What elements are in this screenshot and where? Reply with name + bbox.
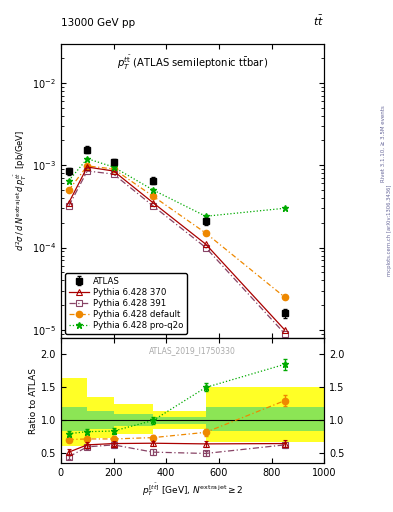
Text: 13000 GeV pp: 13000 GeV pp <box>61 18 135 28</box>
Bar <box>153 417 206 423</box>
X-axis label: $p_T^{[t\bar{t}]}$ [GeV], $N^{\rm extra\,jet} \geq 2$: $p_T^{[t\bar{t}]}$ [GeV], $N^{\rm extra\… <box>142 481 243 498</box>
Bar <box>206 407 324 432</box>
Bar <box>206 388 324 442</box>
Text: ATLAS_2019_I1750330: ATLAS_2019_I1750330 <box>149 346 236 355</box>
Bar <box>87 411 114 429</box>
Bar <box>114 414 153 426</box>
Legend: ATLAS, Pythia 6.428 370, Pythia 6.428 391, Pythia 6.428 default, Pythia 6.428 pr: ATLAS, Pythia 6.428 370, Pythia 6.428 39… <box>65 273 187 334</box>
Bar <box>153 411 206 429</box>
Bar <box>87 397 114 438</box>
Bar <box>61 407 87 432</box>
Text: $t\bar{t}$: $t\bar{t}$ <box>313 14 324 28</box>
Text: Rivet 3.1.10, ≥ 3.5M events: Rivet 3.1.10, ≥ 3.5M events <box>381 105 386 182</box>
Bar <box>61 377 87 446</box>
Bar <box>114 404 153 434</box>
Y-axis label: Ratio to ATLAS: Ratio to ATLAS <box>29 368 38 434</box>
Text: mcplots.cern.ch [arXiv:1306.3436]: mcplots.cern.ch [arXiv:1306.3436] <box>387 185 391 276</box>
Y-axis label: $d^2\sigma\,/\,d\,N^{\rm extra\,jet}\,d\,p_T^{t\bar{t}}$  [pb/GeV]: $d^2\sigma\,/\,d\,N^{\rm extra\,jet}\,d\… <box>13 130 29 251</box>
Text: $p_T^{t\bar{\mathrm{t}}}$ (ATLAS semileptonic t$\bar{\mathrm{t}}$bar): $p_T^{t\bar{\mathrm{t}}}$ (ATLAS semilep… <box>117 54 268 72</box>
